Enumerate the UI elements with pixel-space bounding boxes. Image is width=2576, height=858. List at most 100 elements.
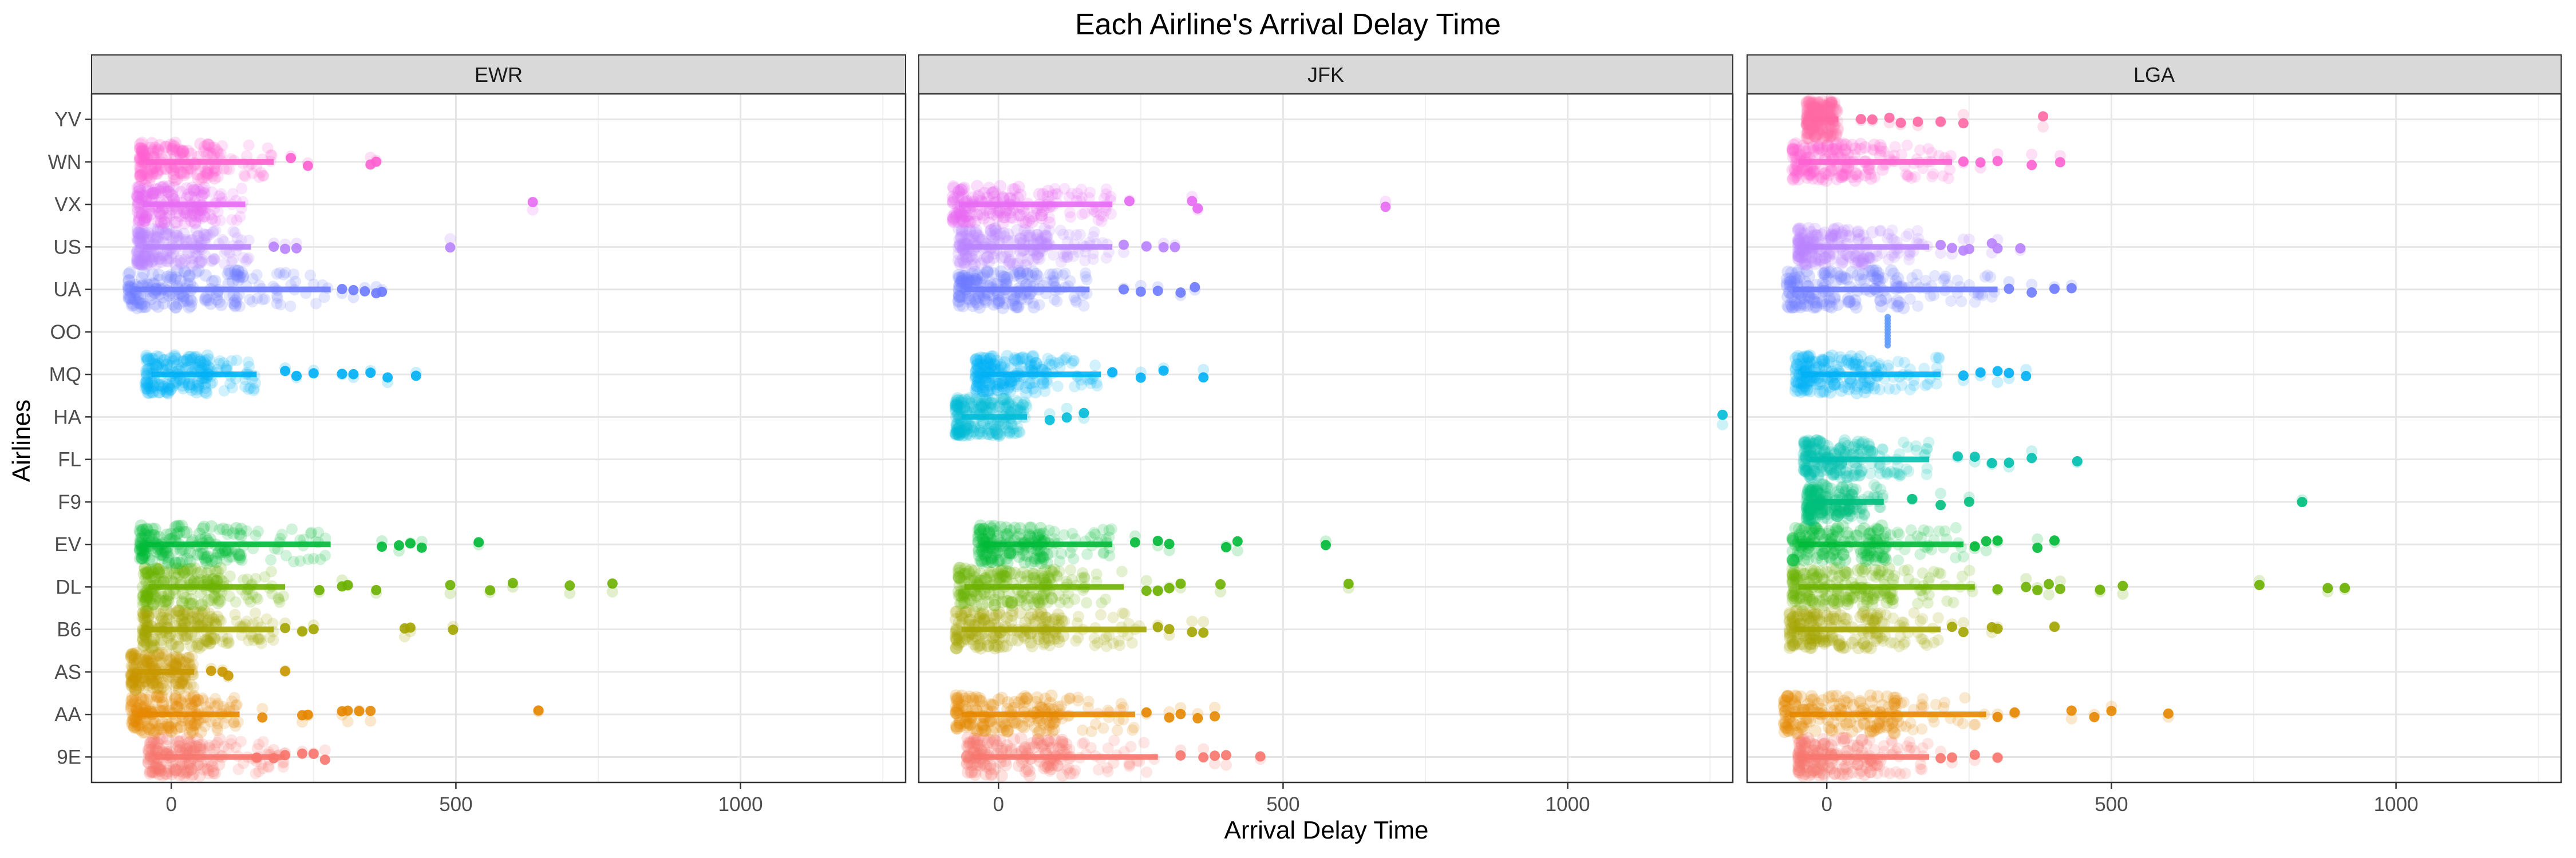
outlier-point-faint — [336, 369, 348, 381]
data-point — [147, 380, 160, 393]
data-point — [156, 690, 169, 703]
data-point — [137, 611, 151, 624]
data-point — [188, 361, 201, 374]
outlier-point-faint — [1231, 545, 1243, 557]
data-point — [172, 640, 185, 654]
data-point — [178, 566, 191, 579]
data-point — [212, 697, 224, 709]
data-point — [207, 764, 220, 777]
data-point — [228, 717, 240, 729]
data-point — [208, 768, 220, 780]
data-point — [141, 610, 155, 623]
data-point — [201, 574, 213, 586]
data-point — [125, 667, 138, 681]
data-point — [286, 523, 298, 535]
outlier-point — [280, 750, 291, 761]
data-point — [1115, 698, 1127, 710]
data-point — [144, 749, 157, 762]
data-point — [1959, 692, 1971, 704]
data-point — [176, 382, 189, 395]
data-point — [1809, 631, 1823, 644]
data-point — [209, 700, 221, 712]
data-point — [171, 604, 184, 618]
data-point — [231, 699, 243, 711]
data-point — [231, 270, 244, 283]
data-point — [137, 588, 151, 601]
data-point — [159, 594, 172, 607]
data-point — [187, 606, 200, 619]
data-point — [184, 147, 197, 160]
data-point — [971, 354, 985, 367]
data-point — [240, 525, 252, 537]
data-point — [252, 525, 264, 537]
data-point — [130, 715, 143, 729]
data-point — [1064, 744, 1076, 756]
data-point — [152, 563, 165, 576]
data-point — [1053, 590, 1065, 602]
data-point — [144, 381, 157, 394]
data-point — [147, 386, 160, 399]
outlier-point-faint — [444, 233, 456, 245]
outlier-point — [485, 585, 496, 596]
outlier-point-faint — [376, 535, 388, 547]
outlier-point-faint — [447, 620, 459, 632]
outlier-point-faint — [268, 744, 280, 756]
data-point — [144, 767, 157, 780]
data-point — [187, 689, 200, 702]
data-point — [153, 531, 166, 544]
data-point — [978, 724, 991, 737]
data-point — [173, 654, 185, 666]
data-point — [204, 297, 218, 310]
data-point — [202, 594, 215, 607]
data-point — [275, 299, 287, 311]
data-point — [145, 657, 159, 670]
data-point — [137, 549, 150, 562]
data-point — [1062, 251, 1074, 263]
data-point — [164, 382, 177, 396]
data-point — [170, 650, 183, 663]
data-point — [199, 292, 212, 306]
data-point — [259, 571, 271, 583]
data-point — [234, 548, 247, 562]
outlier-point-faint — [527, 204, 539, 216]
data-point — [181, 678, 193, 690]
data-point — [1932, 634, 1944, 646]
data-point — [154, 682, 167, 695]
data-point — [190, 740, 203, 753]
data-point — [219, 717, 231, 729]
data-point — [181, 563, 194, 576]
data-point — [171, 701, 184, 714]
data-point — [201, 349, 214, 362]
data-point — [173, 562, 187, 575]
data-point — [1032, 596, 1044, 608]
data-point — [173, 768, 186, 781]
facet-strip — [91, 54, 906, 94]
data-point — [1864, 642, 1877, 655]
data-point — [159, 385, 172, 398]
data-point — [144, 528, 157, 541]
data-point — [267, 634, 279, 646]
data-point — [203, 636, 216, 649]
outlier-point-faint — [1169, 239, 1181, 251]
data-point — [241, 254, 253, 266]
data-point — [212, 545, 226, 558]
data-point — [143, 744, 156, 757]
data-point — [1861, 738, 1873, 750]
data-point — [1052, 380, 1064, 392]
data-point — [226, 695, 238, 707]
outlier-point-faint — [376, 284, 388, 296]
data-point — [230, 699, 242, 711]
data-point — [144, 640, 157, 653]
data-point — [216, 522, 230, 535]
outlier-point-faint — [1163, 544, 1175, 556]
data-point — [1033, 299, 1045, 311]
data-point — [171, 358, 184, 371]
data-point — [183, 657, 195, 669]
data-point — [196, 522, 210, 535]
data-point — [185, 563, 198, 576]
data-point — [155, 633, 168, 646]
data-point — [224, 570, 236, 582]
data-point — [191, 694, 204, 707]
data-point — [162, 381, 175, 394]
